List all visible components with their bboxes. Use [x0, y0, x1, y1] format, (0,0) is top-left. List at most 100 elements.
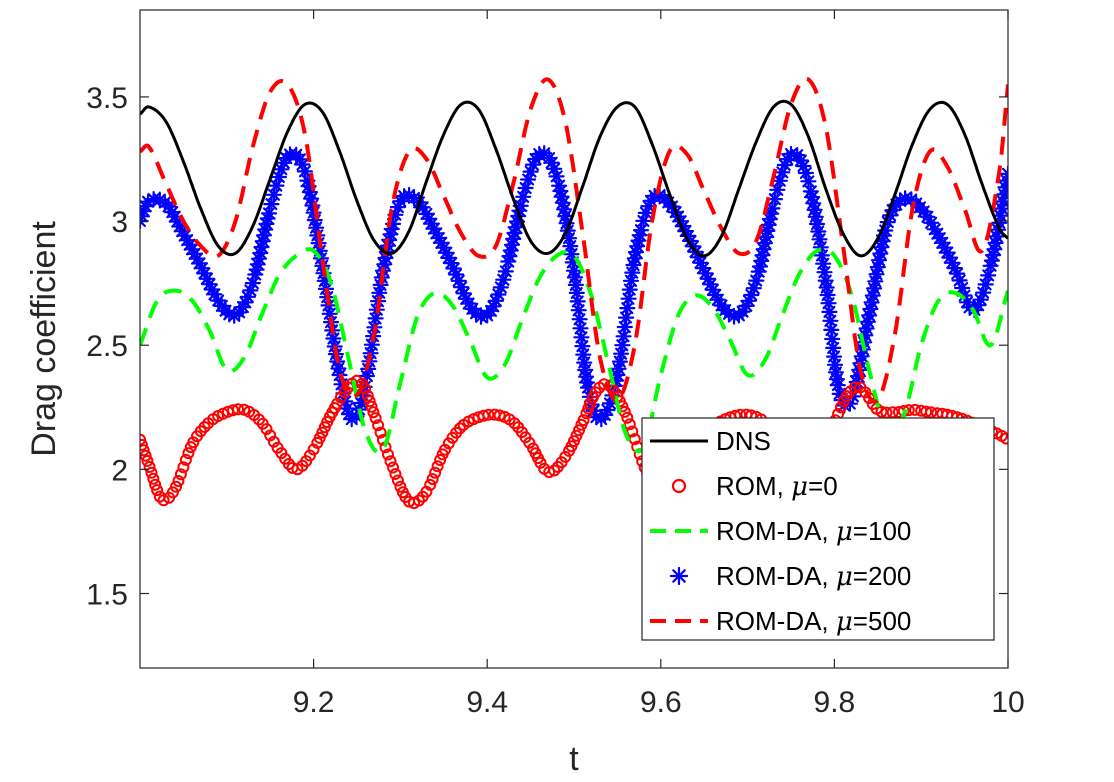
legend-swatch-marker [671, 478, 687, 494]
data-point-marker [980, 267, 997, 284]
data-point-marker [275, 154, 292, 171]
data-point-marker [384, 215, 402, 232]
data-point-marker [352, 394, 370, 412]
data-point-marker [627, 244, 645, 261]
data-point-marker [868, 266, 885, 283]
data-point-marker [961, 299, 978, 316]
data-point-marker [833, 392, 850, 409]
data-point-marker [270, 168, 287, 186]
data-point-marker [472, 308, 490, 325]
data-point-marker [525, 156, 542, 173]
data-point-marker [424, 478, 437, 491]
data-point-marker [273, 161, 290, 178]
data-point-marker [863, 294, 880, 311]
data-point-marker [321, 305, 338, 322]
data-point-marker [987, 234, 1004, 251]
data-point-marker [493, 409, 506, 422]
data-point-marker [760, 216, 777, 233]
data-point-marker [291, 151, 309, 168]
data-point-marker [311, 242, 328, 259]
data-point-marker [611, 353, 628, 370]
data-point-marker [934, 234, 951, 251]
data-point-marker [990, 221, 1007, 238]
data-point-marker [810, 223, 827, 240]
data-point-marker [751, 258, 769, 275]
data-point-marker [425, 220, 442, 237]
data-point-marker [227, 404, 239, 417]
data-point-marker [198, 270, 216, 287]
data-point-marker [249, 256, 266, 273]
data-point-marker [157, 494, 170, 507]
data-point-marker [959, 294, 976, 311]
data-point-marker [584, 397, 597, 410]
data-point-marker [569, 293, 586, 310]
series-rom-da-100 [140, 247, 1008, 455]
data-point-marker [577, 414, 590, 427]
data-point-marker [738, 297, 755, 314]
data-point-marker [260, 423, 273, 436]
data-point-marker [179, 232, 196, 249]
data-point-marker [254, 233, 271, 250]
data-point-marker [372, 276, 389, 293]
data-point-marker [186, 245, 203, 262]
data-point-marker [263, 196, 280, 213]
data-point-marker [294, 156, 311, 173]
data-point-marker [864, 287, 881, 304]
data-point-marker [939, 244, 956, 261]
data-point-marker [949, 265, 966, 282]
data-point-marker [253, 239, 270, 256]
data-point-marker [936, 239, 953, 256]
data-point-marker [557, 208, 574, 225]
data-point-marker [919, 208, 936, 225]
series-rom-da-500 [140, 76, 1008, 404]
data-point-marker [151, 484, 164, 497]
data-point-marker [179, 453, 192, 466]
data-point-marker [1000, 432, 1008, 445]
data-point-marker [520, 171, 537, 188]
data-point-marker [567, 276, 584, 293]
data-point-marker [356, 378, 373, 395]
data-point-marker [811, 231, 828, 248]
data-point-marker [931, 230, 948, 247]
data-point-marker [951, 272, 968, 289]
series-line [140, 76, 1008, 404]
data-point-marker [140, 438, 148, 451]
data-point-marker [831, 385, 848, 402]
data-point-marker [303, 190, 320, 207]
data-point-marker [929, 225, 946, 242]
data-point-marker [754, 247, 771, 264]
data-point-marker [348, 408, 365, 425]
data-point-marker [198, 421, 211, 433]
data-point-marker [797, 164, 814, 182]
data-point-marker [608, 372, 625, 389]
data-point-marker [892, 192, 909, 210]
data-point-marker [805, 195, 822, 212]
data-point-marker [443, 255, 460, 272]
data-point-marker [426, 473, 439, 486]
data-point-marker [511, 202, 528, 219]
data-point-marker [692, 254, 709, 271]
data-point-marker [813, 247, 831, 264]
data-point-marker [551, 177, 568, 194]
data-point-marker [884, 202, 901, 219]
x-tick-label: 10 [991, 686, 1024, 719]
data-point-marker [618, 309, 635, 326]
data-point-marker [579, 379, 597, 396]
data-point-marker [358, 367, 375, 385]
data-point-marker [305, 204, 322, 221]
data-point-marker [697, 265, 714, 282]
data-point-marker [848, 381, 861, 394]
data-point-marker [755, 241, 772, 258]
data-point-marker [920, 405, 933, 418]
data-point-marker [629, 238, 646, 255]
data-point-marker [382, 448, 394, 461]
data-point-marker [743, 286, 760, 304]
data-point-marker [588, 409, 605, 426]
data-point-marker [926, 221, 943, 238]
y-axis-label: Drag coefficient [25, 221, 63, 457]
data-point-marker [682, 232, 699, 250]
data-point-marker [631, 227, 648, 244]
data-point-marker [861, 307, 878, 324]
data-point-marker [151, 191, 168, 208]
